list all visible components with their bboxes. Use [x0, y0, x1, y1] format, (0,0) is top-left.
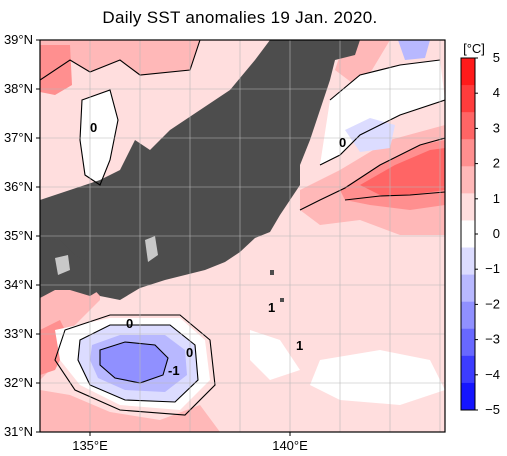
colorbar-tick-label: −4	[485, 367, 500, 382]
anomaly-zone-strong-positive	[360, 148, 445, 195]
colorbar-cell	[461, 139, 475, 167]
contour-label: 0	[90, 120, 97, 135]
colorbar-tick-label: 3	[493, 120, 500, 135]
land-noto	[160, 128, 182, 160]
anomaly-zone-negative	[398, 40, 430, 60]
island-izu	[270, 270, 274, 275]
lat-label: 39°N	[4, 32, 33, 47]
colorbar: [°C] 5 4 3 2 1 0 −1 −2 −3 −4 −5	[460, 41, 500, 417]
anomaly-zone-strong-positive	[40, 45, 72, 95]
colorbar-cell	[461, 166, 475, 194]
land-shikoku	[40, 238, 100, 298]
colorbar-unit: [°C]	[463, 41, 485, 56]
colorbar-tick-label: 2	[493, 156, 500, 171]
colorbar-cell	[461, 355, 475, 384]
contour-label: 0	[186, 345, 193, 360]
land-sado	[326, 40, 360, 60]
colorbar-cell	[461, 193, 475, 221]
colorbar-tick-label: −2	[485, 296, 500, 311]
lat-label: 36°N	[4, 179, 33, 194]
contour-label: 0	[126, 316, 133, 331]
colorbar-tick-label: 1	[493, 191, 500, 206]
island-awaji	[55, 255, 70, 275]
anomaly-zone-neutral	[250, 330, 300, 380]
colorbar-cell	[461, 58, 475, 86]
anomaly-zone-negative	[345, 118, 395, 152]
lat-label: 32°N	[4, 375, 33, 390]
colorbar-cell	[461, 112, 475, 140]
anomaly-zone-neutral	[310, 350, 445, 405]
colorbar-tick-label: 5	[493, 50, 500, 65]
colorbar-tick-label: −1	[485, 261, 500, 276]
island-izu	[280, 298, 284, 302]
lake-biwa	[145, 236, 158, 262]
contour-label: 1	[268, 300, 275, 315]
colorbar-cell	[461, 382, 475, 411]
colorbar-tick-label: −3	[485, 332, 500, 347]
contour-label: -1	[168, 363, 180, 378]
contour-label: 1	[296, 338, 303, 353]
colorbar-cell	[461, 85, 475, 113]
colorbar-tick-label: −5	[485, 402, 500, 417]
lat-label: 35°N	[4, 228, 33, 243]
lat-label: 34°N	[4, 277, 33, 292]
colorbar-cell	[461, 301, 475, 330]
colorbar-tick-label: 0	[493, 226, 500, 241]
colorbar-cell	[461, 328, 475, 357]
colorbar-tick-label: 4	[493, 85, 500, 100]
map-title: Daily SST anomalies 19 Jan. 2020.	[102, 8, 378, 27]
lat-lon-grid	[40, 40, 445, 432]
anomaly-zone-positive	[40, 390, 220, 432]
lat-label: 33°N	[4, 326, 33, 341]
anomaly-zone-neutral	[80, 90, 118, 185]
contour-label: 0	[339, 135, 346, 150]
axis-ticks	[36, 39, 291, 436]
lon-label: 140°E	[272, 438, 308, 453]
lon-label: 135°E	[72, 438, 108, 453]
anomaly-zone-negative	[100, 342, 168, 383]
lat-label: 37°N	[4, 130, 33, 145]
lat-label: 38°N	[4, 81, 33, 96]
contour-lines	[40, 40, 445, 416]
colorbar-cell	[461, 274, 475, 303]
lat-label: 31°N	[4, 424, 33, 439]
colorbar-cell	[461, 247, 475, 276]
colorbar-cell	[461, 220, 475, 249]
